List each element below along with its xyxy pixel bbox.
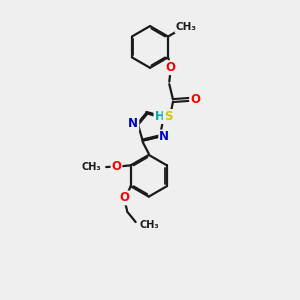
Text: N: N bbox=[128, 118, 138, 130]
Text: CH₃: CH₃ bbox=[176, 22, 197, 32]
Text: N: N bbox=[159, 130, 169, 143]
Text: O: O bbox=[166, 61, 176, 74]
Text: HN: HN bbox=[154, 110, 174, 123]
Text: O: O bbox=[112, 160, 122, 173]
Text: CH₃: CH₃ bbox=[82, 162, 101, 172]
Text: O: O bbox=[120, 191, 130, 205]
Text: S: S bbox=[164, 110, 172, 123]
Text: O: O bbox=[190, 93, 200, 106]
Text: CH₃: CH₃ bbox=[139, 220, 159, 230]
